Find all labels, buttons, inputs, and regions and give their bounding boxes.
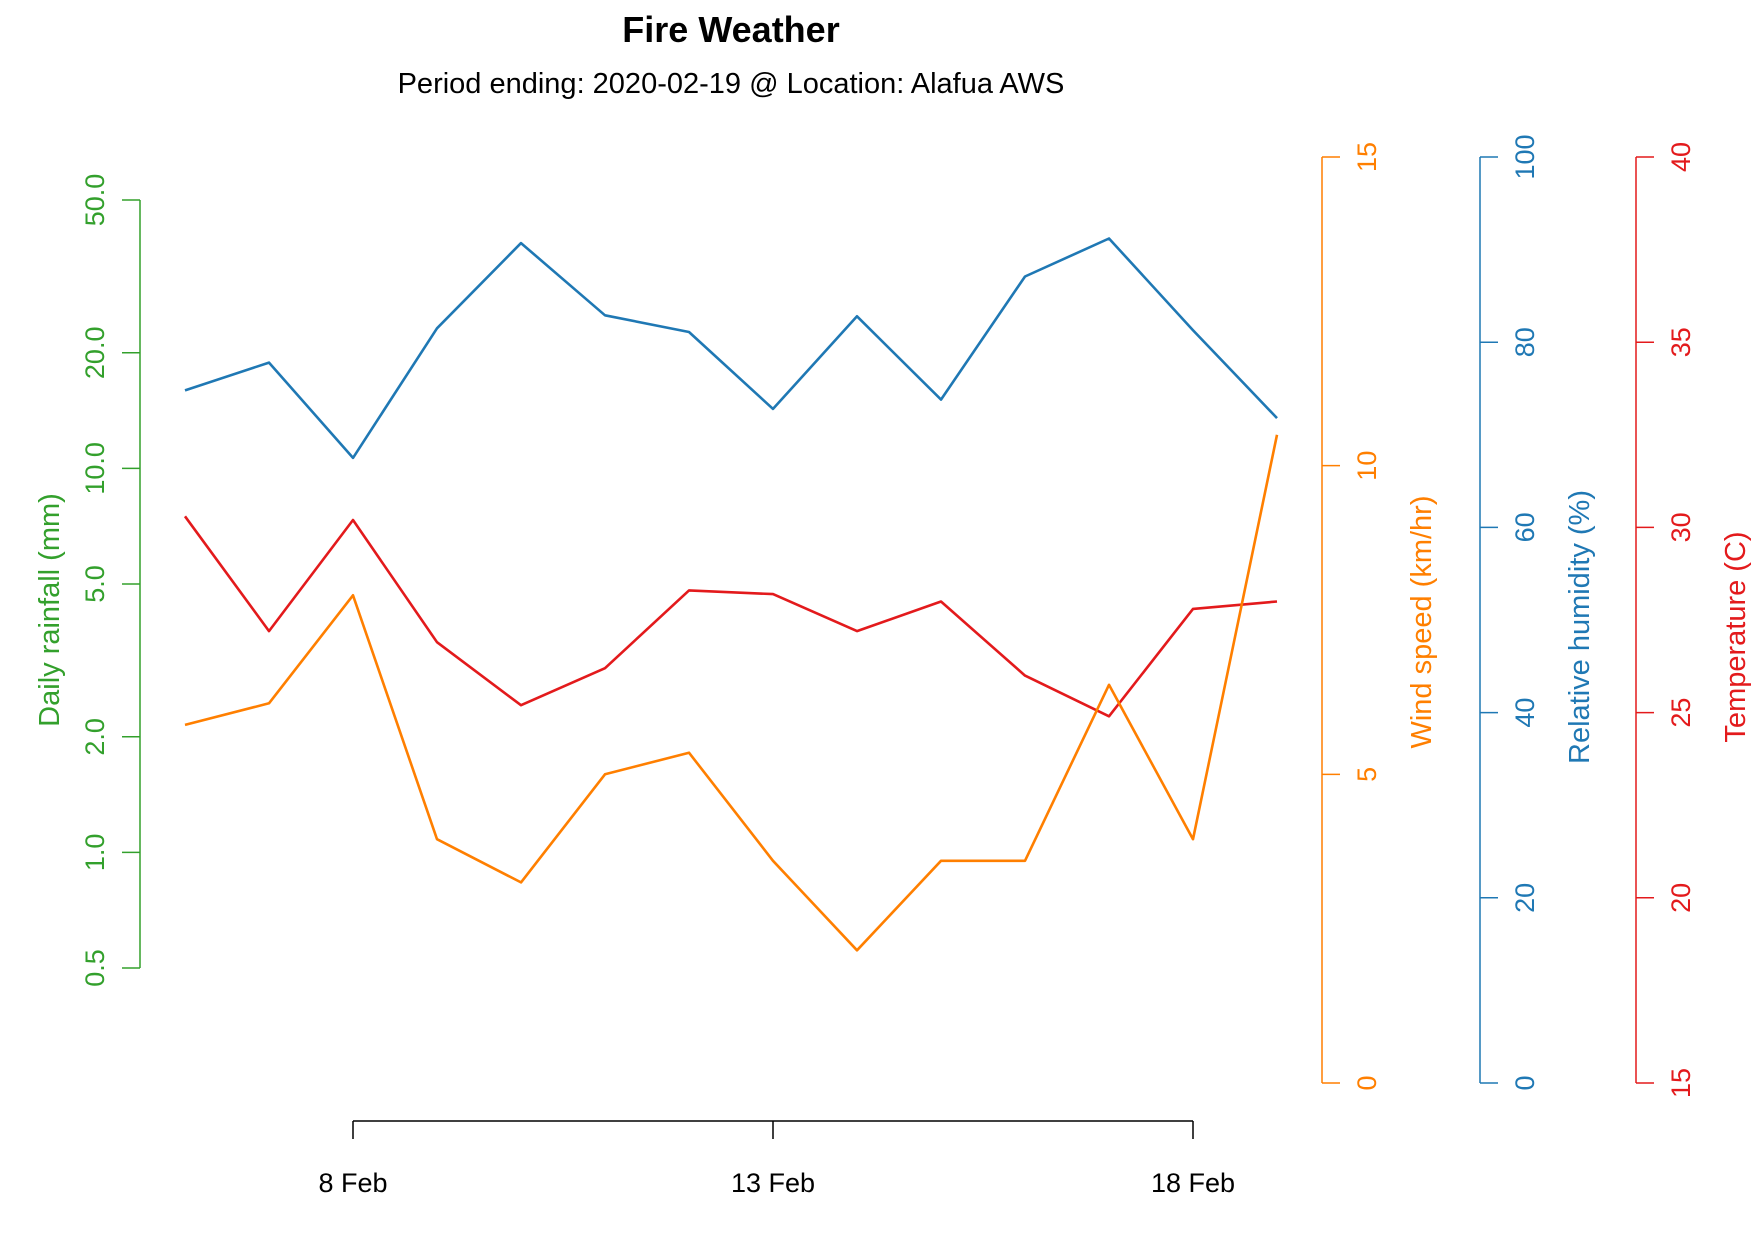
rainfall-axis-title: Daily rainfall (mm) (34, 493, 66, 727)
temperature-axis: 15 20 25 30 35 40 Temperature (C) (1635, 142, 1752, 1098)
rainfall-tick-label: 0.5 (80, 949, 110, 987)
temperature-tick-label: 30 (1666, 512, 1696, 542)
rainfall-tick-label: 5.0 (80, 565, 110, 603)
wind-tick-label: 15 (1352, 142, 1382, 172)
humidity-tick-label: 40 (1510, 698, 1540, 728)
rainfall-tick-label: 50.0 (80, 174, 110, 227)
temperature-tick-label: 15 (1666, 1068, 1696, 1098)
chart-subtitle: Period ending: 2020-02-19 @ Location: Al… (398, 68, 1065, 100)
humidity-axis-title: Relative humidity (%) (1564, 490, 1596, 764)
temperature-tick-label: 25 (1666, 698, 1696, 728)
x-tick-label: 8 Feb (318, 1168, 387, 1198)
rainfall-tick-label: 20.0 (80, 327, 110, 380)
temperature-tick-label: 40 (1666, 142, 1696, 172)
humidity-axis: 0 20 40 60 80 100 Relative humidity (%) (1479, 134, 1596, 1091)
x-tick-label: 13 Feb (731, 1168, 815, 1198)
wind-tick-label: 10 (1352, 451, 1382, 481)
x-tick-label: 18 Feb (1151, 1168, 1235, 1198)
temperature-series-line (183, 515, 1278, 718)
temperature-tick-label: 20 (1666, 883, 1696, 913)
humidity-tick-label: 20 (1510, 883, 1540, 913)
humidity-tick-label: 100 (1510, 134, 1540, 179)
wind-axis-title: Wind speed (km/hr) (1406, 495, 1438, 748)
wind-axis: 0 5 10 15 Wind speed (km/hr) (1321, 142, 1438, 1091)
rainfall-tick-label: 2.0 (80, 718, 110, 756)
wind-series-line (184, 434, 1279, 952)
humidity-tick-label: 60 (1510, 512, 1540, 542)
rainfall-axis: 0.5 1.0 2.0 5.0 10.0 20.0 50.0 Daily rainfall (… (34, 174, 141, 987)
wind-tick-label: 5 (1352, 767, 1382, 782)
rainfall-tick-label: 10.0 (80, 442, 110, 495)
chart-title: Fire Weather (622, 9, 839, 50)
axes-layer: 0.5 1.0 2.0 5.0 10.0 20.0 50.0 Daily rainfall (… (34, 134, 1752, 1198)
x-axis: 8 Feb 13 Feb 18 Feb (318, 1120, 1235, 1198)
humidity-series-line (184, 237, 1278, 460)
wind-tick-label: 0 (1352, 1075, 1382, 1090)
humidity-tick-label: 0 (1510, 1075, 1540, 1090)
humidity-tick-label: 80 (1510, 327, 1540, 357)
temperature-tick-label: 35 (1666, 327, 1696, 357)
rainfall-tick-label: 1.0 (80, 834, 110, 872)
temperature-axis-title: Temperature (C) (1720, 531, 1752, 742)
series-layer (183, 237, 1279, 952)
